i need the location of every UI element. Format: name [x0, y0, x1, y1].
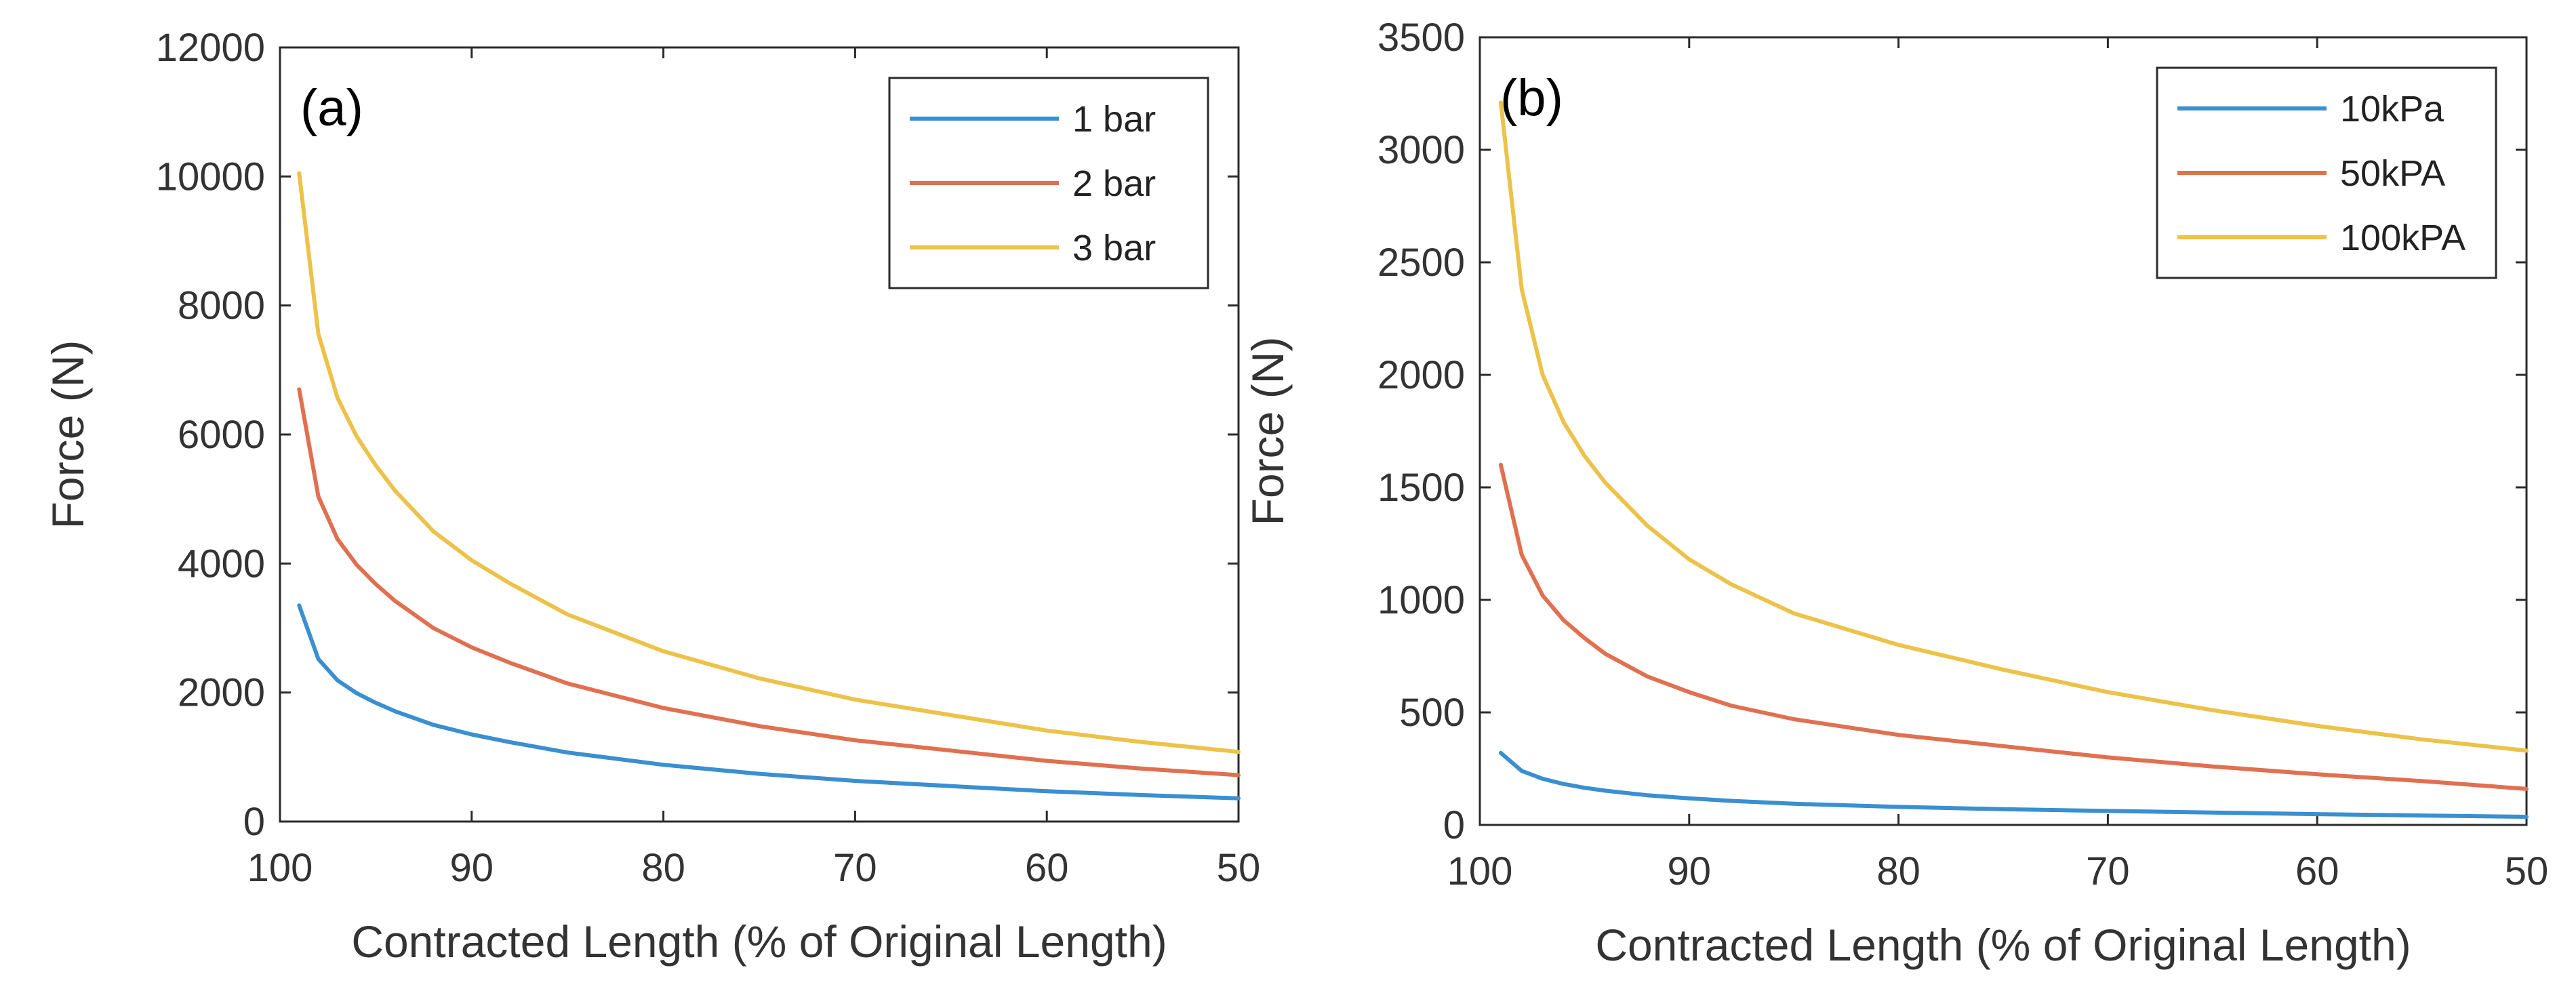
legend-entry-label: 10kPa [2340, 89, 2444, 129]
y-tick-label: 1500 [1377, 466, 1465, 510]
x-tick-label: 50 [1217, 846, 1261, 890]
series-line-1-bar [297, 603, 1241, 801]
y-tick-label: 3000 [1377, 128, 1465, 172]
y-tick-label: 1000 [1377, 578, 1465, 622]
legend-entry-label: 1 bar [1072, 99, 1156, 140]
x-tick-label: 50 [2505, 849, 2549, 893]
x-tick-label: 80 [641, 846, 685, 890]
legend-entry-label: 100kPA [2340, 218, 2466, 258]
y-tick-label: 3500 [1377, 16, 1465, 60]
panel-label: (a) [300, 79, 363, 137]
y-tick-label: 500 [1399, 691, 1465, 735]
panel-b: 100 90 80 70 60 50050010001500200025003000350… [1243, 16, 2548, 970]
legend-entry-label: 2 bar [1072, 163, 1156, 204]
x-axis-label: Contracted Length (% of Original Length) [1595, 920, 2411, 970]
y-tick-label: 8000 [178, 284, 265, 328]
y-tick-label: 0 [243, 800, 265, 844]
y-tick-label: 12000 [156, 26, 265, 70]
series-line-10kpa [1498, 750, 2529, 819]
legend-entry-label: 50kPA [2340, 153, 2445, 194]
panel-label: (b) [1500, 69, 1563, 127]
y-axis-label: Force (N) [1243, 337, 1293, 526]
panel-a: 100 90 80 70 60 50 0 2000 4000 6000 8000 10000 12000… [43, 26, 1260, 967]
x-axis-label: Contracted Length (% of Original Length) [351, 916, 1167, 967]
x-tick-label: 100 [247, 846, 313, 890]
y-tick-label: 0 [1443, 803, 1465, 847]
plot-area-frame [1478, 36, 2528, 826]
x-tick-label: 60 [2295, 849, 2339, 893]
y-axis-label: Force (N) [43, 340, 93, 529]
x-tick-label: 60 [1025, 846, 1069, 890]
x-tick-label: 90 [1668, 849, 1712, 893]
y-tick-label: 2000 [1377, 353, 1465, 397]
x-tick-label: 80 [1876, 849, 1920, 893]
x-tick-label: 70 [2086, 849, 2130, 893]
x-tick-label: 70 [833, 846, 877, 890]
series-line-2-bar [297, 387, 1241, 777]
series-line-50kpa [1498, 462, 2529, 791]
series-line-100kpa [1498, 100, 2529, 753]
y-tick-label: 2000 [178, 671, 265, 715]
legend-entry-label: 3 bar [1072, 228, 1156, 268]
y-tick-label: 10000 [156, 155, 265, 199]
x-tick-label: 100 [1447, 849, 1513, 893]
series-line-3-bar [297, 171, 1241, 754]
y-tick-label: 2500 [1377, 241, 1465, 285]
x-tick-label: 90 [450, 846, 494, 890]
y-tick-label: 6000 [178, 413, 265, 457]
y-tick-label: 4000 [178, 542, 265, 586]
